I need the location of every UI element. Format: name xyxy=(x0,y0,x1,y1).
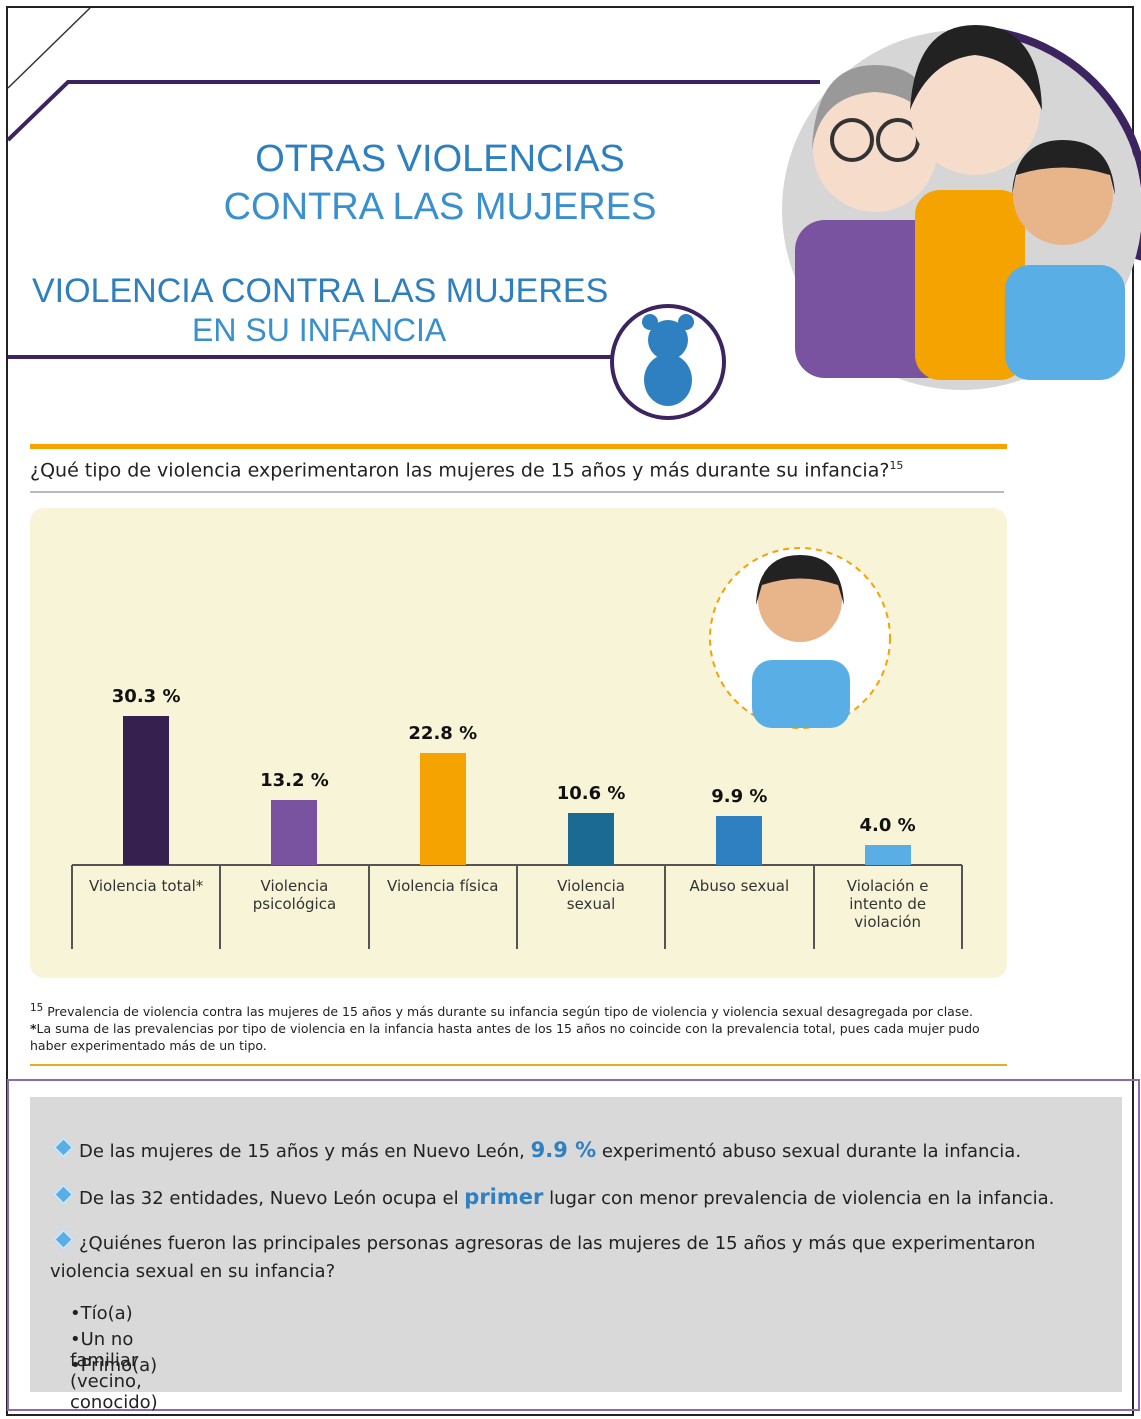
title: OTRAS VIOLENCIAS xyxy=(255,138,625,180)
footnotes: 15 Prevalencia de violencia contra las m… xyxy=(30,1000,1005,1054)
divider xyxy=(71,865,73,949)
footnote: 15 Prevalencia de violencia contra las m… xyxy=(30,1000,1005,1020)
note: 15 xyxy=(889,459,904,472)
value-label: 22.8 % xyxy=(408,722,478,744)
divider xyxy=(812,865,815,949)
highlight-text: De las 32 entidades, Nuevo León ocupa el xyxy=(79,1188,465,1209)
bar xyxy=(123,715,170,865)
icon xyxy=(52,1228,75,1251)
bar xyxy=(419,752,466,865)
footnote-text: Prevalencia de violencia contra las muje… xyxy=(47,1004,973,1020)
value-label: 10.6 % xyxy=(556,782,626,804)
x-tick-label: Violencia psicológica xyxy=(252,877,337,913)
subtitle: EN SU INFANCIA xyxy=(192,312,447,348)
chart-title: ¿Qué tipo de violencia experimentaron la… xyxy=(30,459,890,482)
subtitle: VIOLENCIA CONTRA LAS MUJERES xyxy=(32,272,609,310)
value-label: 9.9 % xyxy=(711,786,768,808)
value-label: 13.2 % xyxy=(260,770,329,792)
icon xyxy=(52,1136,75,1159)
footnote-text: La suma de las prevalencias por tipo de … xyxy=(30,1021,980,1054)
chart-title: ¿Qué tipo de violencia experimentaron la… xyxy=(30,459,903,481)
aggressor: Primo(a) xyxy=(70,1355,158,1376)
marker: * xyxy=(30,1021,37,1037)
highlight: De las mujeres de 15 años y más en Nuevo… xyxy=(50,1136,1110,1166)
value-label: 30.3 % xyxy=(111,685,181,707)
title: CONTRA LAS MUJERES xyxy=(223,186,657,228)
divider xyxy=(367,865,370,949)
divider xyxy=(219,865,222,949)
x-tick-label: Violencia física xyxy=(387,877,499,895)
icon xyxy=(52,1183,75,1206)
highlight-value: 9.9 % xyxy=(530,1138,597,1162)
highlight-text: De las mujeres de 15 años y más en Nuevo… xyxy=(79,1141,531,1162)
highlight-value: primer xyxy=(464,1185,544,1209)
bar xyxy=(864,845,911,865)
marker: 15 xyxy=(30,1002,44,1014)
x-tick-label: Violación e intento de violación xyxy=(846,877,929,931)
bar xyxy=(568,812,615,865)
highlight: ¿Quiénes fueron las principales personas… xyxy=(50,1228,1110,1286)
divider xyxy=(960,865,963,949)
bar xyxy=(716,816,763,865)
bar xyxy=(271,800,318,865)
aggressor: Tío(a) xyxy=(70,1303,133,1324)
x-tick-label: Violencia sexual xyxy=(557,877,625,913)
footnote: *La suma de las prevalencias por tipo de… xyxy=(30,1020,1005,1054)
highlight-text: experimentó abuso sexual durante la infa… xyxy=(596,1141,1022,1162)
divider xyxy=(515,865,518,949)
highlight-text: ¿Quiénes fueron las principales personas… xyxy=(50,1233,1036,1282)
x-tick-label: Abuso sexual xyxy=(689,877,790,895)
highlight: De las 32 entidades, Nuevo León ocupa el… xyxy=(50,1183,1110,1213)
highlight-text: lugar con menor prevalencia de violencia… xyxy=(543,1188,1055,1209)
x-tick-label: Violencia total* xyxy=(88,877,204,895)
value-label: 4.0 % xyxy=(859,815,916,837)
divider xyxy=(664,865,667,949)
